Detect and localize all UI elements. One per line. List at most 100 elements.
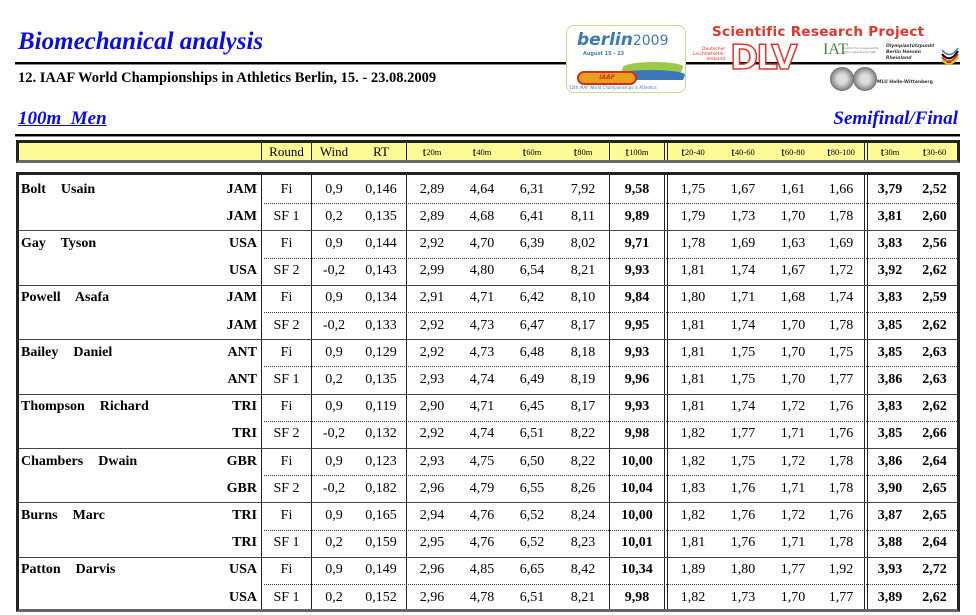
cell-s4060: 1,76 <box>730 480 756 496</box>
athlete-divider <box>19 556 957 558</box>
cell-s80100: 1,78 <box>828 208 854 224</box>
cell-t20: 2,91 <box>419 290 445 306</box>
cell-t60: 6,48 <box>519 344 545 360</box>
cell-s6080: 1,72 <box>780 453 806 469</box>
cell-rt: 0,144 <box>365 235 397 251</box>
athlete-name: Gay Tyson <box>21 235 97 251</box>
cell-t3060: 2,62 <box>922 399 947 415</box>
cell-s80100: 1,77 <box>828 589 854 605</box>
athlete-divider <box>19 230 957 232</box>
cell-rt: 0,135 <box>365 208 397 224</box>
cell-t40: 4,73 <box>469 317 495 333</box>
berlin-logo-caption: 12th IAAF World Championships in Athleti… <box>569 85 657 90</box>
cell-s4060: 1,69 <box>730 235 756 251</box>
cell-t30: 3,92 <box>877 263 903 279</box>
cell-s4060: 1,73 <box>730 589 756 605</box>
berlin-logo-text: berlin2009 <box>577 30 669 50</box>
cell-t100: 9,84 <box>624 290 650 306</box>
cell-round: Fi <box>280 399 293 415</box>
cell-t80: 8,42 <box>570 562 596 578</box>
cell-t20: 2,92 <box>419 235 445 251</box>
cell-t60: 6,54 <box>519 263 545 279</box>
col-t40: t 40m <box>472 143 492 159</box>
cell-t20: 2,96 <box>419 480 445 496</box>
cell-t100: 10,04 <box>621 480 653 496</box>
cell-t60: 6,31 <box>519 181 545 197</box>
cell-s80100: 1,75 <box>828 344 854 360</box>
title-divider <box>15 62 960 65</box>
athlete-name: Chambers Dwain <box>21 453 138 469</box>
cell-s2040: 1,82 <box>680 589 706 605</box>
cell-s4060: 1,74 <box>730 263 756 279</box>
country-code: JAM <box>226 181 257 197</box>
cell-s80100: 1,74 <box>828 290 854 306</box>
cell-t40: 4,68 <box>469 208 495 224</box>
cell-t80: 8,22 <box>570 453 596 469</box>
cell-s4060: 1,80 <box>730 562 756 578</box>
cell-s6080: 1,70 <box>780 371 806 387</box>
event-link[interactable]: 100m Men <box>18 108 107 129</box>
cell-t20: 2,96 <box>419 562 445 578</box>
cell-t60: 6,39 <box>519 235 545 251</box>
cell-wind: 0,9 <box>325 453 343 469</box>
cell-t20: 2,92 <box>419 344 445 360</box>
cell-t20: 2,89 <box>419 181 445 197</box>
country-code: TRI <box>232 426 257 442</box>
cell-round: SF 1 <box>273 535 300 551</box>
cell-round: Fi <box>280 181 293 197</box>
cell-rt: 0,182 <box>365 480 397 496</box>
table-row: USA SF 2 -0,2 0,143 2,99 4,80 6,54 8,21 9,93 1,81… <box>19 258 957 285</box>
cell-s2040: 1,81 <box>680 371 706 387</box>
cell-round: SF 2 <box>273 480 300 496</box>
cell-t3060: 2,65 <box>922 507 947 523</box>
cell-rt: 0,152 <box>365 589 397 605</box>
cell-t100: 9,93 <box>624 399 650 415</box>
cell-rt: 0,129 <box>365 344 397 360</box>
cell-t100: 9,98 <box>624 426 650 442</box>
cell-s6080: 1,61 <box>780 181 806 197</box>
cell-rt: 0,165 <box>365 507 397 523</box>
cell-s6080: 1,68 <box>780 290 806 306</box>
cell-t3060: 2,64 <box>922 535 947 551</box>
cell-s2040: 1,80 <box>680 290 706 306</box>
cell-s4060: 1,73 <box>730 208 756 224</box>
cell-wind: 0,9 <box>325 399 343 415</box>
cell-t60: 6,51 <box>519 589 545 605</box>
table-header: Round Wind RT t 20m t 40m t 60m t 80m t 100m … <box>16 140 960 163</box>
cell-t100: 9,89 <box>624 208 650 224</box>
cell-t20: 2,94 <box>419 507 445 523</box>
cell-t80: 7,92 <box>570 181 596 197</box>
cell-s6080: 1,71 <box>780 535 806 551</box>
cell-s4060: 1,71 <box>730 290 756 306</box>
cell-s6080: 1,77 <box>780 562 806 578</box>
cell-t80: 8,10 <box>570 290 596 306</box>
cell-rt: 0,135 <box>365 371 397 387</box>
row-divider-dotted <box>264 584 957 585</box>
cell-s4060: 1,74 <box>730 399 756 415</box>
row-divider-dotted <box>264 366 957 368</box>
cell-t100: 9,93 <box>624 344 650 360</box>
cell-s4060: 1,74 <box>730 317 756 333</box>
cell-t60: 6,45 <box>519 399 545 415</box>
cell-t20: 2,95 <box>419 535 445 551</box>
cell-t60: 6,65 <box>519 562 545 578</box>
cell-t30: 3,86 <box>877 453 903 469</box>
section-divider <box>15 134 960 137</box>
cell-s80100: 1,66 <box>828 181 854 197</box>
table-row: Thompson Richard TRI Fi 0,9 0,119 2,90 4,71 6,4… <box>19 394 957 421</box>
cell-t30: 3,87 <box>877 507 903 523</box>
cell-t100: 10,00 <box>621 507 653 523</box>
country-code: USA <box>228 562 257 578</box>
row-divider-dotted <box>264 203 957 205</box>
row-divider-dotted <box>264 475 957 477</box>
cell-s6080: 1,63 <box>780 235 806 251</box>
cell-t20: 2,93 <box>419 453 445 469</box>
cell-s2040: 1,81 <box>680 317 706 333</box>
cell-t30: 3,83 <box>877 399 903 415</box>
col-t80: t 80m <box>573 143 593 159</box>
cell-s2040: 1,83 <box>680 480 706 496</box>
cell-t100: 9,98 <box>624 589 650 605</box>
cell-rt: 0,123 <box>365 453 397 469</box>
cell-t20: 2,89 <box>419 208 445 224</box>
athlete-divider <box>19 339 957 341</box>
